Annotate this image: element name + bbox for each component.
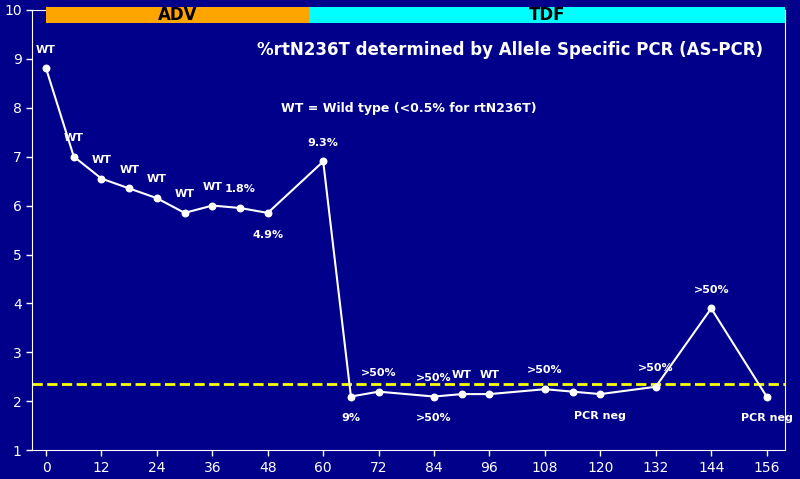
- Bar: [46, 7, 310, 23]
- Text: WT: WT: [479, 370, 499, 380]
- Point: [123, 184, 136, 192]
- Point: [95, 175, 108, 182]
- Text: WT: WT: [452, 370, 472, 380]
- Point: [206, 202, 218, 209]
- Text: TDF: TDF: [529, 6, 566, 24]
- Point: [372, 388, 385, 396]
- Point: [234, 204, 246, 212]
- Point: [345, 393, 358, 400]
- Text: 9.3%: 9.3%: [308, 137, 338, 148]
- Point: [317, 158, 330, 165]
- Text: ADV: ADV: [158, 6, 198, 24]
- Text: WT: WT: [36, 45, 56, 55]
- Point: [483, 390, 496, 398]
- Text: WT: WT: [119, 164, 139, 174]
- Point: [40, 65, 53, 72]
- Text: >50%: >50%: [527, 365, 562, 376]
- Text: WT: WT: [91, 155, 111, 165]
- Text: WT: WT: [174, 189, 194, 199]
- Point: [566, 388, 579, 396]
- Text: %rtN236T determined by Allele Specific PCR (AS-PCR): %rtN236T determined by Allele Specific P…: [257, 41, 762, 58]
- Point: [67, 153, 80, 160]
- Point: [262, 209, 274, 217]
- Text: PCR neg: PCR neg: [574, 411, 626, 421]
- Point: [760, 393, 773, 400]
- Text: 1.8%: 1.8%: [225, 184, 255, 194]
- Text: >50%: >50%: [361, 368, 397, 378]
- Point: [428, 393, 441, 400]
- Bar: [310, 7, 785, 23]
- Text: 9%: 9%: [342, 413, 361, 423]
- Text: WT = Wild type (<0.5% for rtN236T): WT = Wild type (<0.5% for rtN236T): [281, 102, 536, 115]
- Text: 4.9%: 4.9%: [252, 229, 283, 240]
- Point: [178, 209, 191, 217]
- Text: WT: WT: [202, 182, 222, 192]
- Point: [538, 386, 551, 393]
- Point: [455, 390, 468, 398]
- Text: WT: WT: [64, 133, 84, 143]
- Text: >50%: >50%: [416, 413, 452, 423]
- Text: >50%: >50%: [416, 373, 452, 383]
- Point: [650, 383, 662, 390]
- Text: >50%: >50%: [638, 363, 674, 373]
- Point: [705, 305, 718, 312]
- Text: WT: WT: [147, 174, 167, 184]
- Text: >50%: >50%: [694, 285, 729, 295]
- Text: PCR neg: PCR neg: [741, 413, 793, 423]
- Point: [594, 390, 606, 398]
- Point: [150, 194, 163, 202]
